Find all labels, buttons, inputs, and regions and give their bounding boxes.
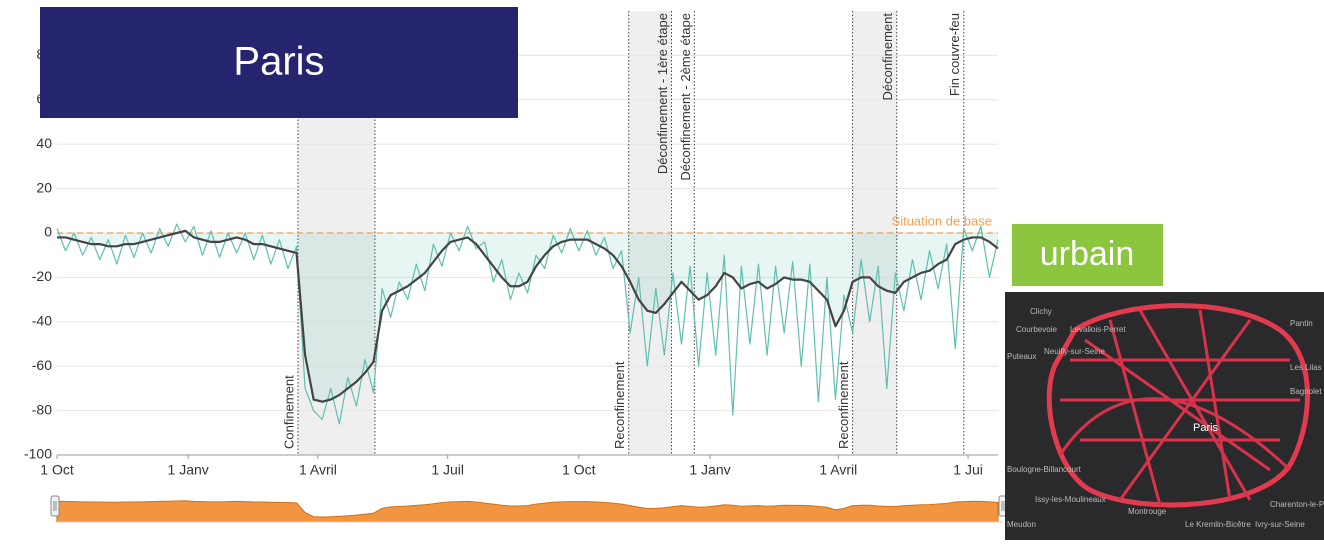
event-label: Déconfinement bbox=[880, 13, 895, 101]
event-label: Reconfinement bbox=[836, 361, 851, 449]
map-label: Ivry-sur-Seine bbox=[1255, 520, 1305, 529]
x-tick-label: 1 Avril bbox=[819, 462, 857, 478]
x-tick-label: 1 Janv bbox=[168, 462, 209, 478]
y-tick-label: -20 bbox=[32, 268, 52, 284]
map-label: Neuilly-sur-Seine bbox=[1044, 347, 1105, 356]
y-tick-label: -80 bbox=[32, 401, 52, 417]
series-line bbox=[57, 229, 999, 403]
area bbox=[57, 230, 998, 402]
series-line bbox=[56, 223, 999, 425]
y-tick-label: -40 bbox=[32, 313, 52, 329]
map-label: Le Kremlin-Bicêtre bbox=[1185, 520, 1251, 529]
event-label: Déconfinement - 2ème étape bbox=[678, 13, 693, 181]
event-label: Fin couvre-feu bbox=[947, 13, 962, 96]
map-label: Pantin bbox=[1290, 319, 1313, 328]
map-label: Courbevoie bbox=[1016, 325, 1057, 334]
x-tick-label: 1 Janv bbox=[689, 462, 730, 478]
x-tick-label: 1 Jui bbox=[953, 462, 983, 478]
map-label: Levallois-Perret bbox=[1070, 325, 1126, 334]
y-tick-label: 0 bbox=[44, 224, 52, 240]
tag: urbain bbox=[1040, 235, 1135, 273]
x-tick-label: 1 Oct bbox=[562, 462, 596, 478]
map-label: Montrouge bbox=[1128, 507, 1167, 516]
y-tick-label: -60 bbox=[32, 357, 52, 373]
y-tick-label: 20 bbox=[36, 179, 52, 195]
baseline-label: Situation de base bbox=[892, 213, 992, 228]
ring-road bbox=[1046, 303, 1310, 508]
map-label: Meudon bbox=[1007, 520, 1036, 529]
map-label: Les Lilas bbox=[1290, 363, 1322, 372]
map-label: Bagnolet bbox=[1290, 387, 1322, 396]
x-tick-label: 1 Juil bbox=[431, 462, 464, 478]
map-label: Clichy bbox=[1030, 307, 1052, 316]
navigator-handle bbox=[50, 495, 60, 517]
map-label: Puteaux bbox=[1007, 352, 1036, 361]
roads bbox=[1058, 309, 1300, 506]
map-label: Paris bbox=[1193, 422, 1219, 434]
title: Paris bbox=[233, 40, 324, 84]
map-label: Issy-les-Moulineaux bbox=[1035, 495, 1106, 504]
y-tick-label: 40 bbox=[36, 135, 52, 151]
event-label: Confinement bbox=[281, 375, 296, 449]
overlays: Paris urbain Clichy Courbevoie Levallois… bbox=[40, 7, 1324, 540]
tag-box bbox=[1012, 224, 1163, 286]
map-label: Boulogne-Billancourt bbox=[1007, 465, 1082, 474]
x-tick-label: 1 Avril bbox=[299, 462, 337, 478]
y-tick-label: -100 bbox=[24, 446, 52, 462]
x-tick-label: 1 Oct bbox=[40, 462, 74, 478]
event-label: Reconfinement bbox=[612, 361, 627, 449]
event-label: Déconfinement - 1ère étape bbox=[655, 13, 670, 174]
map-bg bbox=[1005, 292, 1324, 540]
map: Clichy Courbevoie Levallois-Perret Panti… bbox=[1005, 292, 1324, 540]
title-box bbox=[40, 7, 518, 118]
map-label: Charenton-le-Pont bbox=[1270, 500, 1324, 509]
navigator-area bbox=[56, 500, 999, 523]
